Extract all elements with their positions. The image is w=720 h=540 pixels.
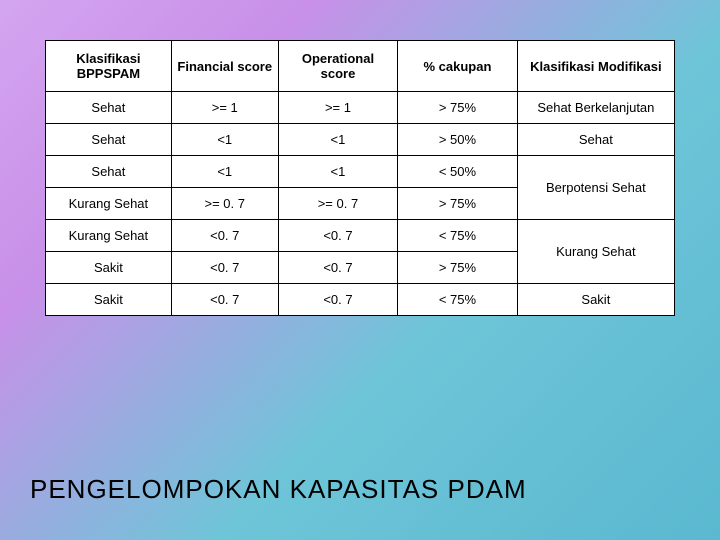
table-cell: < 75% — [398, 220, 518, 252]
header-cakupan: % cakupan — [398, 41, 518, 92]
table-header-row: Klasifikasi BPPSPAM Financial score Oper… — [46, 41, 675, 92]
table-cell-modifikasi: Sehat — [517, 124, 674, 156]
table-cell: Sehat — [46, 156, 172, 188]
table-cell: >= 1 — [171, 92, 278, 124]
table-cell: > 50% — [398, 124, 518, 156]
table-row: Kurang Sehat<0. 7<0. 7< 75%Kurang Sehat — [46, 220, 675, 252]
table-cell: Sehat — [46, 92, 172, 124]
table-cell: <1 — [171, 156, 278, 188]
page-title: PENGELOMPOKAN KAPASITAS PDAM — [30, 474, 527, 505]
table-cell-modifikasi: Sehat Berkelanjutan — [517, 92, 674, 124]
table-cell: Sehat — [46, 124, 172, 156]
table-cell: Kurang Sehat — [46, 188, 172, 220]
table-cell: <0. 7 — [278, 284, 398, 316]
table-cell: Sakit — [46, 252, 172, 284]
table-cell: >= 1 — [278, 92, 398, 124]
table-cell-modifikasi: Sakit — [517, 284, 674, 316]
table-cell: <0. 7 — [278, 252, 398, 284]
header-operational-score: Operational score — [278, 41, 398, 92]
classification-table: Klasifikasi BPPSPAM Financial score Oper… — [45, 40, 675, 316]
table-row: Sakit<0. 7<0. 7< 75%Sakit — [46, 284, 675, 316]
table-cell: Kurang Sehat — [46, 220, 172, 252]
table-cell: <0. 7 — [171, 220, 278, 252]
header-klasifikasi-bppspam: Klasifikasi BPPSPAM — [46, 41, 172, 92]
table-cell: <0. 7 — [171, 284, 278, 316]
header-financial-score: Financial score — [171, 41, 278, 92]
classification-table-wrapper: Klasifikasi BPPSPAM Financial score Oper… — [45, 40, 675, 316]
table-row: Sehat<1<1< 50%Berpotensi Sehat — [46, 156, 675, 188]
table-cell: <1 — [278, 124, 398, 156]
table-cell: < 75% — [398, 284, 518, 316]
table-cell: <1 — [278, 156, 398, 188]
table-cell: <1 — [171, 124, 278, 156]
table-cell: >= 0. 7 — [171, 188, 278, 220]
table-cell: >= 0. 7 — [278, 188, 398, 220]
table-cell: <0. 7 — [171, 252, 278, 284]
table-row: Sehat<1<1> 50%Sehat — [46, 124, 675, 156]
table-cell: > 75% — [398, 92, 518, 124]
table-cell: > 75% — [398, 252, 518, 284]
table-cell: Sakit — [46, 284, 172, 316]
table-row: Sehat>= 1>= 1> 75%Sehat Berkelanjutan — [46, 92, 675, 124]
table-cell: > 75% — [398, 188, 518, 220]
table-cell: < 50% — [398, 156, 518, 188]
header-klasifikasi-modifikasi: Klasifikasi Modifikasi — [517, 41, 674, 92]
table-body: Sehat>= 1>= 1> 75%Sehat BerkelanjutanSeh… — [46, 92, 675, 316]
table-cell-modifikasi: Berpotensi Sehat — [517, 156, 674, 220]
table-cell-modifikasi: Kurang Sehat — [517, 220, 674, 284]
table-cell: <0. 7 — [278, 220, 398, 252]
